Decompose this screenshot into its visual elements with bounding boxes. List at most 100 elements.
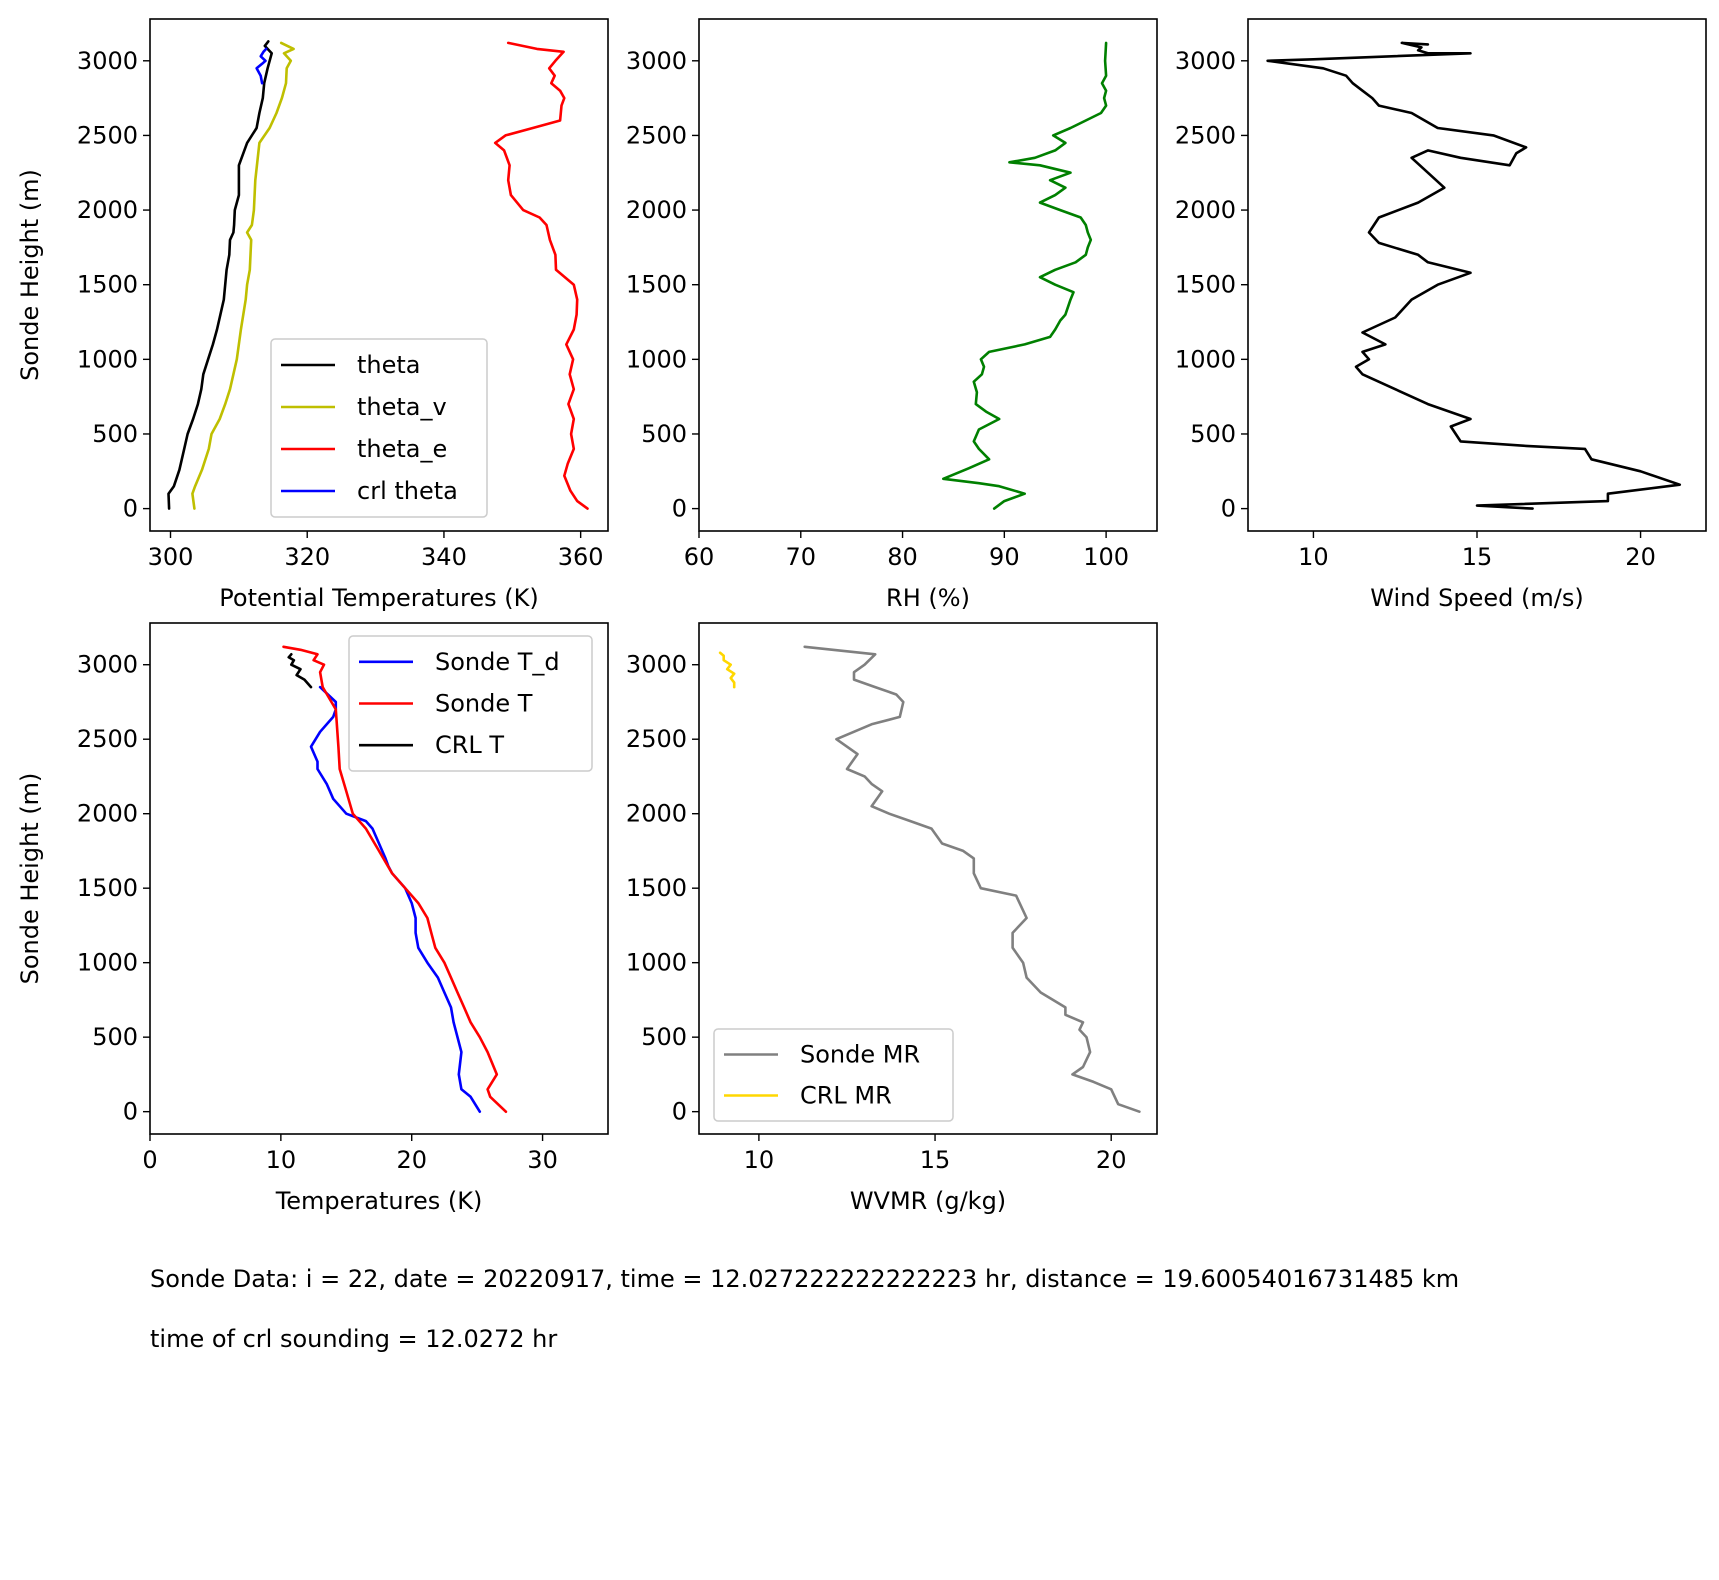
y-axis-label: Sonde Height (m) xyxy=(16,773,44,985)
x-tick-label: 20 xyxy=(1625,543,1656,571)
legend: Sonde MR CRL MR xyxy=(713,1028,954,1122)
plot-frame xyxy=(1247,18,1707,532)
legend-entry: Sonde T_d xyxy=(435,648,560,676)
y-tick-label: 3000 xyxy=(626,47,687,75)
plot-frame xyxy=(149,622,609,1135)
y-tick-label: 2000 xyxy=(626,800,687,828)
legend-entry: crl theta xyxy=(357,477,458,505)
y-tick-label: 500 xyxy=(92,420,138,448)
series-line-theta-e xyxy=(493,41,589,510)
x-tick-label: 70 xyxy=(786,543,817,571)
x-tick-label: 340 xyxy=(421,543,467,571)
y-tick-label: 2000 xyxy=(1175,196,1236,224)
legend-box xyxy=(270,338,488,518)
x-tick-label: 15 xyxy=(1462,543,1493,571)
series-group xyxy=(718,645,1141,1113)
legend-entry: theta_v xyxy=(357,393,447,421)
y-tick-label: 0 xyxy=(123,1098,138,1126)
legend: Sonde T_d Sonde T CRL T xyxy=(348,635,593,772)
x-axis-label: RH (%) xyxy=(886,584,970,612)
y-tick-label: 2500 xyxy=(626,725,687,753)
x-tick-label: 15 xyxy=(920,1146,951,1174)
x-tick-label: 20 xyxy=(396,1146,427,1174)
y-tick-label: 2000 xyxy=(77,196,138,224)
y-tick-label: 3000 xyxy=(77,651,138,679)
y-tick-label: 500 xyxy=(641,420,687,448)
y-tick-label: 3000 xyxy=(626,651,687,679)
series-line-1 xyxy=(1266,41,1682,510)
y-tick-label: 500 xyxy=(92,1023,138,1051)
chart-panel-1: 300 320 340 360 0 500 1000 1500 2000 2500 3000 Pote… xyxy=(16,18,609,612)
legend-box xyxy=(713,1028,954,1122)
x-tick-label: 10 xyxy=(266,1146,297,1174)
y-tick-label: 0 xyxy=(1221,495,1236,523)
chart-panel-3: 10 15 20 0 500 1000 1500 2000 2500 3000 Wind Speed… xyxy=(1175,18,1707,612)
x-tick-label: 100 xyxy=(1083,543,1129,571)
series-group xyxy=(167,40,589,510)
y-tick-label: 2500 xyxy=(626,121,687,149)
plot-frame xyxy=(698,622,1158,1135)
y-tick-label: 2500 xyxy=(1175,121,1236,149)
legend-entry: Sonde MR xyxy=(800,1041,920,1069)
x-axis-label: Temperatures (K) xyxy=(275,1187,483,1215)
legend-entry: CRL T xyxy=(435,731,504,759)
x-tick-label: 10 xyxy=(1298,543,1329,571)
series-line-sonde-t xyxy=(282,645,508,1113)
legend-entry: CRL MR xyxy=(800,1082,892,1110)
y-tick-label: 1000 xyxy=(626,949,687,977)
y-tick-label: 0 xyxy=(672,495,687,523)
series-line-crl-theta xyxy=(255,47,268,85)
series-line-crl-mr xyxy=(718,651,736,689)
x-tick-label: 300 xyxy=(148,543,194,571)
x-axis-label: WVMR (g/kg) xyxy=(850,1187,1006,1215)
y-tick-label: 2000 xyxy=(626,196,687,224)
x-tick-label: 80 xyxy=(887,543,918,571)
y-tick-label: 2500 xyxy=(77,121,138,149)
x-tick-label: 360 xyxy=(558,543,604,571)
y-tick-label: 2000 xyxy=(77,800,138,828)
y-tick-label: 500 xyxy=(1190,420,1236,448)
series-group xyxy=(941,41,1108,510)
x-tick-label: 30 xyxy=(527,1146,558,1174)
legend-entry: Sonde T xyxy=(435,690,533,718)
legend-box xyxy=(348,635,593,772)
x-tick-label: 0 xyxy=(142,1146,157,1174)
series-line-crl-t xyxy=(287,652,313,689)
x-tick-label: 10 xyxy=(744,1146,775,1174)
y-tick-label: 1000 xyxy=(626,345,687,373)
y-tick-label: 0 xyxy=(123,495,138,523)
y-tick-label: 3000 xyxy=(1175,47,1236,75)
plot-frame xyxy=(149,18,609,532)
x-axis-label: Wind Speed (m/s) xyxy=(1370,584,1584,612)
chart-panel-4: 0 10 20 30 0 500 1000 1500 2000 2500 3000 Temperatu… xyxy=(16,622,609,1215)
chart-panel-5: 10 15 20 0 500 1000 1500 2000 2500 3000 WVMR (g/kg… xyxy=(626,622,1158,1215)
sonde-data-caption: Sonde Data: i = 22, date = 20220917, tim… xyxy=(150,1265,1460,1293)
y-tick-label: 1500 xyxy=(77,874,138,902)
series-line-sonde-mr xyxy=(803,645,1141,1113)
series-line-theta-v xyxy=(191,41,295,510)
y-tick-label: 3000 xyxy=(77,47,138,75)
series-group xyxy=(282,645,508,1113)
y-tick-label: 500 xyxy=(641,1023,687,1051)
x-tick-label: 320 xyxy=(284,543,330,571)
series-group xyxy=(1266,41,1682,510)
x-axis-label: Potential Temperatures (K) xyxy=(219,584,538,612)
y-tick-label: 1500 xyxy=(626,874,687,902)
series-line-1 xyxy=(941,41,1108,510)
series-line-theta xyxy=(167,40,274,510)
plot-frame xyxy=(698,18,1158,532)
x-tick-label: 90 xyxy=(989,543,1020,571)
crl-time-caption: time of crl sounding = 12.0272 hr xyxy=(150,1325,558,1353)
x-tick-label: 20 xyxy=(1096,1146,1127,1174)
y-tick-label: 1500 xyxy=(77,271,138,299)
y-tick-label: 2500 xyxy=(77,725,138,753)
y-tick-label: 1500 xyxy=(626,271,687,299)
y-tick-label: 0 xyxy=(672,1098,687,1126)
y-tick-label: 1000 xyxy=(1175,345,1236,373)
y-tick-label: 1500 xyxy=(1175,271,1236,299)
y-tick-label: 1000 xyxy=(77,345,138,373)
y-tick-label: 1000 xyxy=(77,949,138,977)
